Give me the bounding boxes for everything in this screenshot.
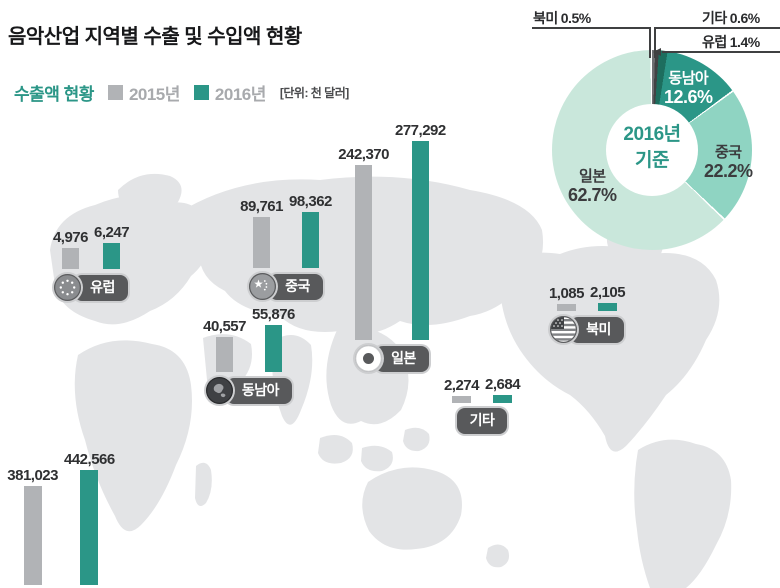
callout-north-america: 북미 0.5% xyxy=(533,8,591,28)
callout-name: 북미 xyxy=(533,10,558,26)
donut-label-name: 동남아 xyxy=(668,70,709,87)
legend-item-2016: 2016년 xyxy=(193,80,266,105)
value-2016: 55,876 xyxy=(252,306,295,323)
value-2016: 2,684 xyxy=(485,376,521,393)
bar-2015 xyxy=(253,217,271,268)
callout-pct: 0.5% xyxy=(560,10,591,26)
bar-2015 xyxy=(556,304,576,311)
region-label: 중국 xyxy=(269,273,323,300)
value-2016: 2,105 xyxy=(590,284,626,301)
bars-total: 381,023 442,566 xyxy=(2,451,120,585)
value-2015: 381,023 xyxy=(7,467,58,484)
region-label: 기타 xyxy=(456,408,508,434)
value-2015: 4,976 xyxy=(52,229,89,246)
bar-2016 xyxy=(301,212,319,268)
donut-center-line1: 2016년 xyxy=(623,124,681,145)
bars-north-america: 1,085 2,105 xyxy=(544,284,630,311)
donut-label-pct: 12.6% xyxy=(664,87,713,108)
callout-etc: 기타 0.6% xyxy=(702,8,760,28)
globe-asia-icon xyxy=(205,377,233,404)
donut-label-japan: 일본 62.7% xyxy=(568,168,617,206)
bar-group-north-america: 1,085 2,105 북미 xyxy=(544,284,630,343)
callout-name: 기타 xyxy=(702,10,727,26)
region-badge-southeast-asia: 동남아 xyxy=(201,377,297,404)
region-badge-etc: 기타 xyxy=(436,408,528,434)
callout-europe: 유럽 1.4% xyxy=(702,32,760,52)
donut-chart: 2016년 기준 동남아 12.6% 중국 22.2% 일본 62.7% xyxy=(552,50,753,250)
bar-2015 xyxy=(23,486,42,585)
unit-note: [단위: 천 달러] xyxy=(279,86,349,100)
donut-label-name: 중국 xyxy=(714,144,742,161)
region-label: 북미 xyxy=(570,316,624,343)
region-badge-japan: 일본 xyxy=(346,345,438,372)
bar-group-total: 381,023 442,566 xyxy=(2,451,120,585)
region-badge-europe: 유럽 xyxy=(52,274,130,301)
bars-southeast-asia: 40,557 55,876 xyxy=(201,306,297,372)
donut-label-name: 일본 xyxy=(578,168,606,185)
region-label: 일본 xyxy=(375,345,429,372)
eu-flag-icon xyxy=(54,274,82,301)
legend-swatch-2016 xyxy=(193,85,209,100)
value-2015: 40,557 xyxy=(203,318,246,335)
bars-etc: 2,274 2,684 xyxy=(436,376,528,403)
bar-group-china: 89,761 98,362 중국 xyxy=(240,193,332,300)
callout-pct: 1.4% xyxy=(729,34,760,50)
legend-label-2016: 2016년 xyxy=(214,85,266,104)
value-2016: 277,292 xyxy=(395,122,446,139)
value-2016: 6,247 xyxy=(94,224,130,241)
value-2015: 89,761 xyxy=(240,198,283,215)
bar-2016 xyxy=(103,243,121,269)
donut-label-china: 중국 22.2% xyxy=(704,144,753,182)
callout-line-etc xyxy=(654,27,780,29)
legend: 수출액 현황 2015년 2016년 [단위: 천 달러] xyxy=(14,80,349,105)
japan-flag-icon xyxy=(355,345,383,372)
legend-swatch-2015 xyxy=(107,85,123,100)
value-2015: 1,085 xyxy=(548,285,585,302)
donut-label-southeast-asia: 동남아 12.6% xyxy=(664,70,713,108)
bar-2015 xyxy=(61,248,79,269)
bars-china: 89,761 98,362 xyxy=(240,193,332,268)
callout-leader-north-america xyxy=(649,27,651,58)
bar-2015 xyxy=(355,165,373,340)
legend-title: 수출액 현황 xyxy=(14,85,94,104)
bar-group-japan: 242,370 277,292 일본 xyxy=(338,122,446,372)
donut-label-pct: 62.7% xyxy=(568,185,617,206)
bar-2015 xyxy=(216,337,234,372)
bar-2016 xyxy=(598,303,618,311)
bar-2016 xyxy=(80,470,99,585)
donut-label-pct: 22.2% xyxy=(704,161,753,182)
donut-center-line2: 기준 xyxy=(635,149,669,171)
region-badge-north-america: 북미 xyxy=(544,316,630,343)
bar-group-europe: 4,976 6,247 유럽 xyxy=(52,224,130,301)
bar-2015 xyxy=(451,396,471,403)
bar-group-southeast-asia: 40,557 55,876 동남아 xyxy=(201,306,297,404)
callout-name: 유럽 xyxy=(702,34,727,50)
region-badge-china: 중국 xyxy=(244,273,328,300)
donut-hole xyxy=(606,104,698,196)
legend-label-2015: 2015년 xyxy=(128,85,180,104)
page-title: 음악산업 지역별 수출 및 수입액 현황 xyxy=(8,26,302,48)
bar-2016 xyxy=(493,395,513,403)
china-flag-icon xyxy=(249,273,277,300)
bar-2016 xyxy=(264,325,282,372)
legend-item-2015: 2015년 xyxy=(107,80,180,105)
callout-arrow-europe xyxy=(653,48,661,56)
value-2016: 442,566 xyxy=(64,451,115,468)
bar-group-etc: 2,274 2,684 기타 xyxy=(436,376,528,434)
value-2015: 2,274 xyxy=(443,377,480,394)
bars-europe: 4,976 6,247 xyxy=(52,224,130,269)
region-label: 동남아 xyxy=(225,377,293,404)
value-2016: 98,362 xyxy=(289,193,332,210)
donut-center-label: 2016년 기준 xyxy=(592,122,712,173)
callout-pct: 0.6% xyxy=(729,10,760,26)
us-flag-icon xyxy=(550,316,578,343)
callout-line-north-america xyxy=(532,27,651,29)
callout-leader-etc xyxy=(654,27,656,58)
bar-2016 xyxy=(411,141,429,340)
value-2015: 242,370 xyxy=(338,146,389,163)
region-label: 유럽 xyxy=(74,274,128,301)
callout-line-europe xyxy=(662,51,780,53)
bars-japan: 242,370 277,292 xyxy=(338,122,446,340)
